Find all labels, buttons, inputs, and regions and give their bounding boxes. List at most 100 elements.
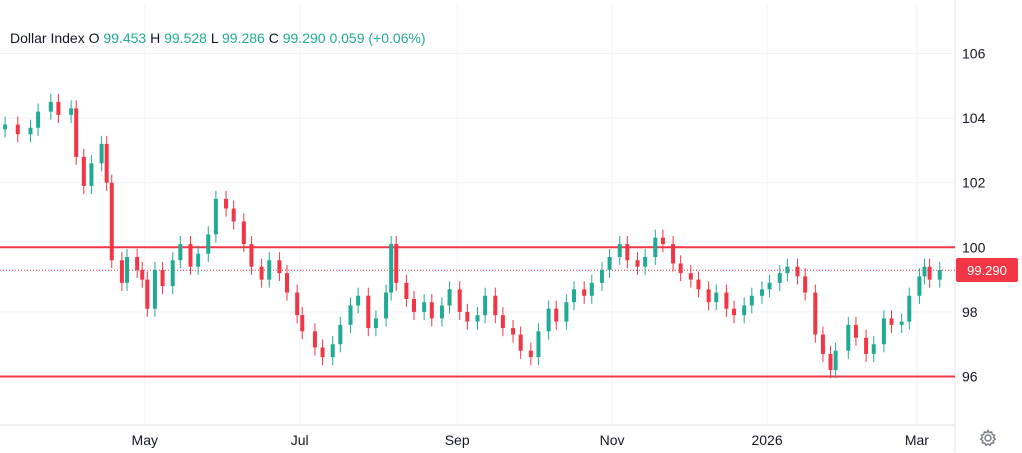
candle-body	[384, 292, 389, 319]
x-tick-label: May	[132, 432, 158, 448]
candle-body	[404, 282, 409, 299]
candle-body	[188, 244, 193, 267]
legend-open-value: 99.453	[103, 30, 147, 46]
candle-body	[249, 244, 254, 267]
candle-body	[267, 260, 272, 280]
candle-body	[338, 324, 343, 345]
candle-body	[457, 289, 462, 312]
candle-body	[170, 260, 175, 287]
candle-body	[625, 244, 630, 261]
y-tick-label: 102	[962, 175, 986, 191]
candle-body	[56, 101, 61, 115]
legend-change-percent: (+0.06%)	[368, 30, 426, 46]
candle-body	[643, 257, 648, 267]
legend-open-key: O	[88, 30, 100, 46]
candle-body	[881, 318, 886, 345]
candle-body	[828, 353, 833, 371]
candle-body	[500, 315, 505, 329]
candle-body	[3, 124, 8, 130]
candle-body	[732, 308, 737, 316]
candle-body	[554, 308, 559, 322]
candle-body	[439, 305, 444, 319]
candle-body	[546, 308, 551, 332]
candle-body	[483, 295, 488, 316]
candle-body	[140, 269, 145, 280]
candle-body	[89, 163, 94, 186]
candle-body	[412, 299, 417, 312]
last-price-badge: 99.290	[956, 258, 1018, 282]
y-tick-label: 104	[962, 110, 986, 126]
settings-gear-icon[interactable]	[978, 428, 998, 448]
candle-body	[871, 344, 876, 354]
x-tick-label: Mar	[905, 432, 929, 448]
candle-body	[36, 111, 41, 128]
candle-body	[803, 276, 808, 293]
legend-change-value: 0.059	[329, 30, 365, 46]
candle-body	[475, 315, 480, 322]
y-tick-label: 106	[962, 45, 986, 61]
candle-body	[749, 295, 754, 306]
candle-body	[833, 350, 838, 371]
candle-body	[846, 324, 851, 351]
candle-body	[696, 279, 701, 290]
candle-body	[356, 295, 361, 306]
candle-body	[607, 257, 612, 270]
candle-body	[671, 244, 676, 264]
candle-body	[104, 143, 109, 183]
candle-body	[389, 244, 394, 293]
chart-grid	[0, 0, 956, 452]
candle-body	[617, 244, 622, 257]
candle-body	[213, 198, 218, 235]
candle-body	[124, 257, 129, 283]
candle-body	[69, 108, 74, 115]
legend-high-key: H	[150, 30, 161, 46]
y-axis: 96 98 100 102 104 106	[962, 45, 986, 384]
y-tick-label: 98	[962, 304, 978, 320]
candle-body	[422, 302, 427, 312]
candle-body	[196, 253, 201, 267]
candle-body	[724, 292, 729, 309]
legend-low-value: 99.286	[222, 30, 265, 46]
candle-body	[231, 208, 236, 222]
candle-body	[465, 311, 470, 322]
candle-body	[178, 244, 183, 261]
candle-body	[820, 334, 825, 354]
candle-body	[447, 289, 452, 306]
candle-body	[922, 266, 927, 277]
candle-body	[536, 331, 541, 358]
legend-high-value: 99.528	[164, 30, 207, 46]
candle-body	[899, 321, 904, 325]
candle-body	[429, 302, 434, 319]
candle-body	[366, 295, 371, 329]
candle-body	[135, 257, 140, 270]
candle-body	[907, 295, 912, 322]
candle-body	[660, 237, 665, 245]
y-tick-label: 96	[962, 369, 978, 385]
candle-body	[312, 331, 317, 348]
candle-body	[206, 234, 211, 254]
candle-body	[511, 328, 516, 335]
candle-body	[259, 266, 264, 280]
candle-body	[320, 347, 325, 358]
candle-body	[152, 269, 157, 309]
candle-body	[795, 266, 800, 277]
legend-low-key: L	[210, 30, 219, 46]
candle-body	[28, 127, 33, 135]
x-axis: May Jul Sep Nov 2026 Mar	[132, 432, 930, 448]
x-tick-label: 2026	[751, 432, 782, 448]
candle-body	[927, 266, 932, 280]
candle-body	[518, 334, 523, 351]
candle-body	[109, 182, 114, 261]
legend-symbol: Dollar Index	[10, 30, 85, 46]
candle-body	[767, 282, 772, 290]
candle-body	[348, 305, 353, 325]
candle-body	[759, 289, 764, 296]
candle-body	[81, 156, 86, 186]
candle-body	[589, 282, 594, 296]
candle-body	[330, 344, 335, 358]
candle-body	[635, 260, 640, 267]
candle-body	[224, 198, 229, 209]
candle-body	[937, 269, 942, 280]
candle-body	[678, 263, 683, 274]
